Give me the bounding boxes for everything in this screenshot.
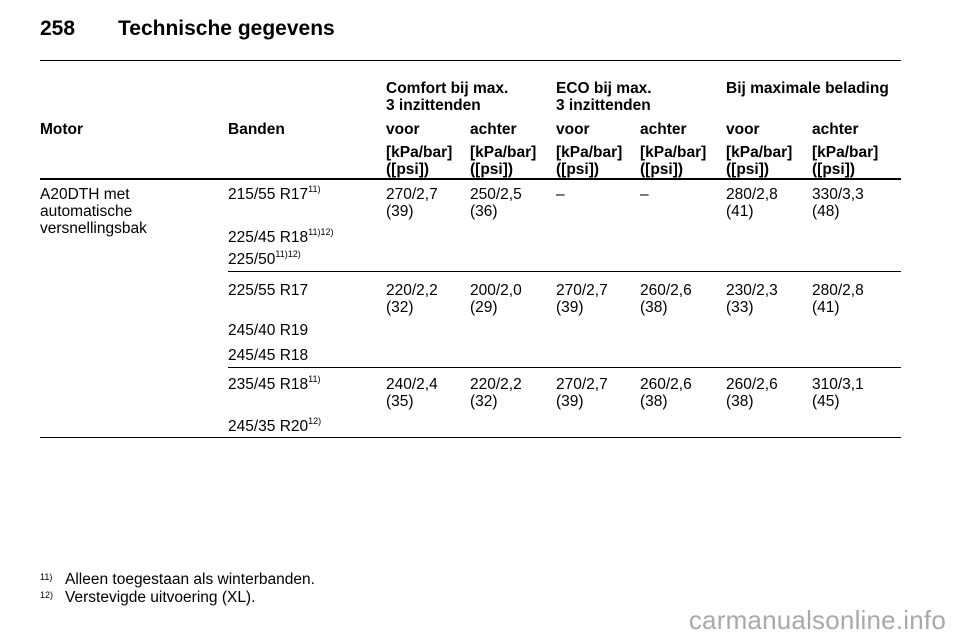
tyre-size: 245/35 R2012) — [228, 415, 322, 435]
pressure-value: 220/2,2 (32) — [386, 282, 438, 316]
pressure-value: 260/2,6 (38) — [640, 282, 692, 316]
table-bottom-rule — [40, 437, 901, 438]
tyre-size: 225/55 R17 — [228, 282, 309, 299]
pressure-value: 280/2,8 (41) — [726, 186, 778, 220]
pressure-value: 260/2,6 (38) — [726, 376, 778, 410]
tyre-size: 235/45 R1811) — [228, 373, 321, 393]
pressure-value: 220/2,2 (32) — [470, 376, 522, 410]
pressure-value: 200/2,0 (29) — [470, 282, 522, 316]
footnote-mark: 11) — [40, 572, 53, 582]
tyre-size: 225/5011)12) — [228, 248, 301, 268]
page-title: Technische gegevens — [118, 17, 335, 40]
unit-header: [kPa/bar] ([psi]) — [386, 144, 453, 178]
pressure-value: 280/2,8 (41) — [812, 282, 864, 316]
unit-header: [kPa/bar] ([psi]) — [726, 144, 793, 178]
row-divider — [228, 367, 901, 368]
group-header-comfort: Comfort bij max. 3 inzittenden — [386, 80, 509, 114]
footnote-text: Alleen toegestaan als winterbanden. — [65, 571, 315, 588]
pressure-value: 240/2,4 (35) — [386, 376, 438, 410]
pressure-value: – — [556, 186, 565, 203]
pressure-value: 250/2,5 (36) — [470, 186, 522, 220]
column-header-front: voor — [556, 121, 590, 138]
column-header-rear: achter — [470, 121, 517, 138]
top-rule — [40, 60, 901, 61]
page-header: 258 Technische gegevens — [40, 17, 335, 41]
tyre-size: 245/45 R18 — [228, 347, 309, 364]
column-header-tyres: Banden — [228, 121, 285, 138]
column-header-front: voor — [726, 121, 760, 138]
group-header-max-load: Bij maximale belading — [726, 80, 889, 97]
pressure-value: 310/3,1 (45) — [812, 376, 864, 410]
footnote-text: Verstevigde uitvoering (XL). — [65, 589, 256, 606]
tyre-size: 225/45 R1811)12) — [228, 226, 334, 246]
watermark: carmanualsonline.info — [688, 605, 946, 635]
header-rule — [40, 178, 901, 180]
unit-header: [kPa/bar] ([psi]) — [640, 144, 707, 178]
group-header-eco: ECO bij max. 3 inzittenden — [556, 80, 652, 114]
pressure-value: 330/3,3 (48) — [812, 186, 864, 220]
unit-header: [kPa/bar] ([psi]) — [812, 144, 879, 178]
row-divider — [228, 271, 901, 272]
unit-header: [kPa/bar] ([psi]) — [556, 144, 623, 178]
tyre-size: 215/55 R1711) — [228, 183, 321, 203]
motor-name: A20DTH met automatische versnellingsbak — [40, 186, 147, 237]
column-header-front: voor — [386, 121, 420, 138]
column-header-rear: achter — [640, 121, 687, 138]
pressure-value: 230/2,3 (33) — [726, 282, 778, 316]
tyre-size: 245/40 R19 — [228, 322, 309, 339]
pressure-value: 270/2,7 (39) — [556, 376, 608, 410]
pressure-value: – — [640, 186, 649, 203]
pressure-value: 270/2,7 (39) — [386, 186, 438, 220]
unit-header: [kPa/bar] ([psi]) — [470, 144, 537, 178]
column-header-motor: Motor — [40, 121, 84, 138]
footnote-mark: 12) — [40, 590, 54, 600]
page-number: 258 — [40, 17, 76, 40]
pressure-value: 270/2,7 (39) — [556, 282, 608, 316]
column-header-rear: achter — [812, 121, 859, 138]
pressure-value: 260/2,6 (38) — [640, 376, 692, 410]
